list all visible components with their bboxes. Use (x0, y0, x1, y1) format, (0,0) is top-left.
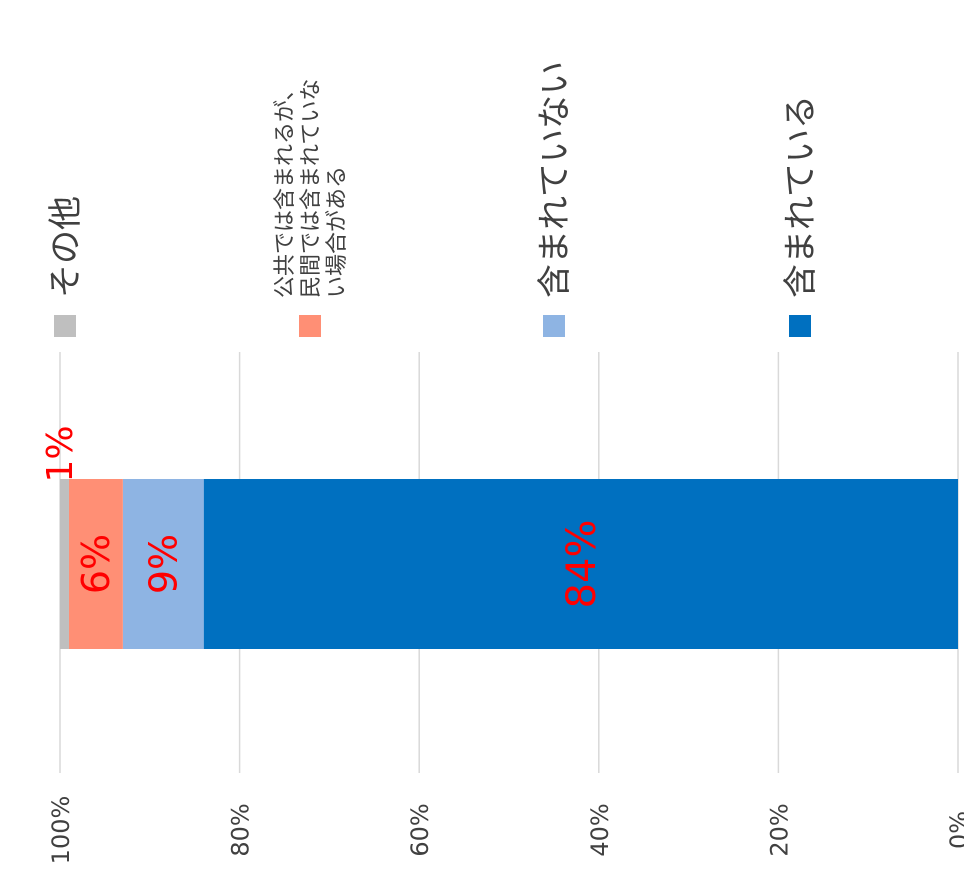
legend-label-0: 含まれている (781, 95, 821, 298)
legend-label-2-line-1: 民間では含まれていな (299, 79, 324, 298)
tick-label-100: 100% (47, 796, 75, 865)
legend-label-2-line-2: い場合がある (325, 166, 350, 298)
data-label-1: 9% (142, 534, 186, 594)
legend-label-1: 含まれていない (535, 61, 575, 298)
bar-segment-2 (68, 479, 123, 649)
bar-segment-3 (60, 479, 69, 649)
tick-label-40: 40% (586, 803, 614, 856)
data-label-2: 6% (74, 534, 118, 594)
data-label-3: 1% (40, 425, 81, 482)
tick-label-60: 60% (406, 803, 434, 856)
legend-swatch-3 (54, 315, 76, 337)
tick-label-0: 0% (945, 811, 964, 849)
legend: 含まれている 含まれていない 公共では含まれるが、 民間では含まれていな い場合がある そ… (46, 61, 821, 337)
bar-segment-0 (203, 479, 958, 649)
bar-data-labels: 84% 9% 6% 1% (40, 425, 605, 608)
data-label-0: 84% (559, 520, 605, 609)
legend-label-3: その他 (46, 196, 86, 298)
axis-tick-labels: 0% 20% 40% 60% 80% 100% (47, 796, 964, 865)
legend-swatch-2 (299, 315, 321, 337)
legend-label-2-line-0: 公共では含まれるが、 (273, 78, 298, 298)
legend-swatch-1 (543, 315, 565, 337)
stacked-bar (60, 479, 958, 649)
tick-label-20: 20% (765, 803, 793, 856)
bar-segment-1 (122, 479, 204, 649)
legend-swatch-0 (789, 315, 811, 337)
tick-label-80: 80% (227, 803, 255, 856)
